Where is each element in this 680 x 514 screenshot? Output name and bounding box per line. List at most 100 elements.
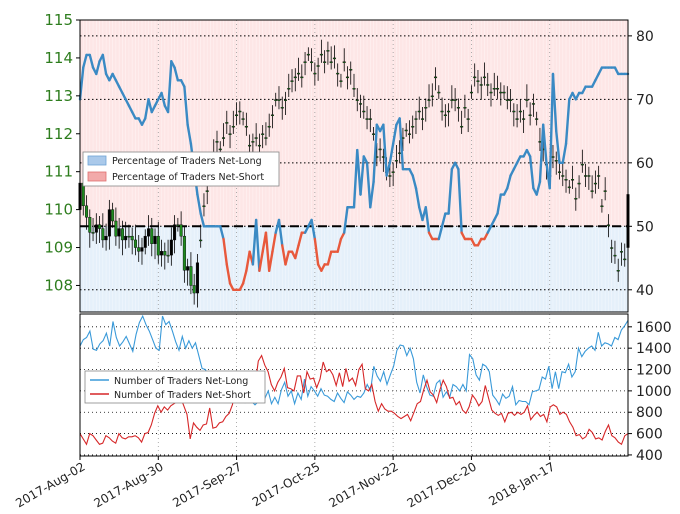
price-tick-label: 110 — [44, 201, 73, 219]
candle-body — [558, 171, 562, 173]
candle-body — [577, 182, 581, 185]
percent-segment — [359, 155, 365, 196]
candle-body — [486, 84, 490, 86]
legend-label-long-count: Number of Traders Net-Long — [114, 376, 248, 387]
percent-segment — [222, 237, 228, 266]
candle-body — [349, 69, 353, 71]
count-tick-label: 600 — [636, 427, 663, 443]
candle-body — [603, 190, 607, 192]
percent-segment — [457, 167, 463, 234]
candle-body — [574, 198, 578, 200]
candle-body — [238, 110, 242, 113]
date-tick-label: 2018-Jan-17 — [486, 459, 557, 508]
candle-body — [580, 163, 584, 166]
candle-body — [218, 148, 222, 151]
percent-segment — [538, 123, 545, 184]
date-axis: 2017-Aug-02 2017-Aug-30 2017-Sep-27 2017-Oc… — [13, 456, 557, 510]
percent-segment — [535, 180, 542, 196]
candle-body — [186, 266, 190, 271]
right-count-axis: 400 600 800 1000 1200 1400 1600 — [628, 320, 672, 464]
legend-label-net-long: Percentage of Traders Net-Long — [112, 156, 262, 167]
candle-body — [407, 133, 411, 135]
percent-segment — [440, 212, 447, 228]
date-tick-label: 2017-Oct-25 — [250, 459, 322, 509]
candle-body — [518, 110, 522, 113]
percent-segment — [391, 123, 398, 145]
candle-body — [489, 91, 493, 94]
candle-body — [313, 72, 317, 75]
percent-segment — [297, 231, 304, 247]
candle-body — [411, 125, 415, 128]
candle-body — [619, 251, 623, 253]
percent-segment — [352, 148, 359, 209]
count-tick-label: 1000 — [636, 384, 672, 400]
candle-body — [319, 53, 323, 56]
candle-body — [303, 61, 307, 63]
legend-swatch-net-long — [87, 155, 107, 166]
candle-body — [310, 61, 314, 63]
candle-body — [192, 285, 196, 294]
candle-body — [342, 61, 346, 63]
candle-body — [587, 175, 591, 177]
candle-body — [414, 118, 418, 120]
percent-segment — [564, 98, 571, 145]
percent-segment — [219, 225, 225, 241]
date-tick-label: 2017-Aug-30 — [92, 459, 166, 510]
candle-body — [293, 76, 297, 79]
top-legend-box — [82, 151, 280, 187]
candle-body — [251, 141, 255, 143]
left-price-axis: 108 109 110 111 112 113 114 115 — [44, 11, 80, 294]
candle-body — [505, 99, 509, 101]
candle-body — [391, 171, 395, 173]
candle-body — [117, 228, 121, 237]
candle-body — [496, 88, 500, 90]
candle-body — [336, 72, 340, 75]
candle-body — [597, 175, 601, 177]
candle-body — [522, 118, 526, 120]
candle-body — [300, 76, 304, 79]
percent-segment — [254, 218, 261, 272]
candle-body — [85, 205, 89, 218]
candle-body — [469, 91, 473, 94]
candle-body — [98, 224, 102, 229]
candle-body — [130, 235, 134, 241]
candle-body — [424, 107, 428, 109]
candle-body — [404, 129, 408, 132]
percent-segment — [528, 155, 535, 190]
candle-body — [593, 182, 597, 185]
percent-segment — [173, 66, 180, 82]
candle-body — [254, 137, 258, 139]
price-tick-label: 111 — [44, 163, 73, 181]
candle-body — [143, 235, 147, 248]
count-tick-label: 400 — [636, 448, 663, 464]
candle-body — [225, 122, 229, 124]
candle-body — [127, 235, 131, 238]
price-tick-label: 114 — [44, 49, 73, 67]
percent-segment — [294, 244, 300, 260]
date-tick-label: 2017-Aug-02 — [13, 459, 87, 510]
candle-body — [182, 235, 186, 271]
candle-body — [160, 251, 164, 256]
date-tick-label: 2017-Sep-27 — [170, 459, 244, 510]
candle-body — [146, 228, 150, 237]
price-tick-label: 109 — [44, 239, 73, 257]
percent-segment — [196, 193, 202, 215]
percent-segment — [82, 53, 88, 69]
candle-body — [248, 144, 252, 147]
candle-body — [329, 61, 333, 63]
candle-body — [430, 95, 434, 98]
candle-body — [137, 247, 141, 252]
price-tick-label: 113 — [44, 87, 73, 105]
candle-body — [564, 179, 568, 181]
candle-body — [482, 76, 486, 79]
candle-body — [437, 91, 441, 94]
percent-segment — [284, 250, 290, 266]
percent-segment — [447, 167, 454, 215]
candle-body — [512, 110, 516, 113]
candle-body — [460, 125, 464, 128]
candle-body — [538, 141, 542, 143]
candle-body — [421, 118, 425, 120]
percent-segment — [411, 174, 418, 190]
candle-body — [499, 91, 503, 94]
